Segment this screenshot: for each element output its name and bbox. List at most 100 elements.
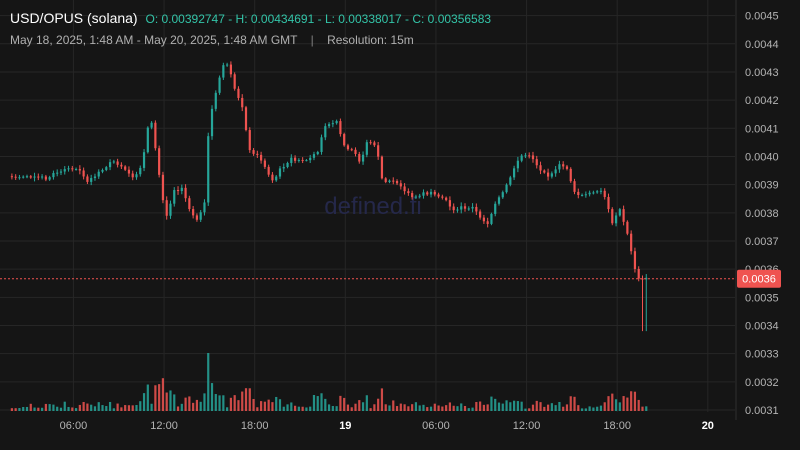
candle-body <box>513 168 516 178</box>
volume-bar <box>33 407 36 411</box>
candle-body <box>471 206 474 209</box>
volume-bar <box>93 406 97 411</box>
volume-bar <box>48 404 51 411</box>
volume-bar <box>207 353 210 411</box>
volume-bar <box>599 405 603 411</box>
volume-bar <box>486 404 489 411</box>
candle-body <box>226 64 229 66</box>
volume-bar <box>324 398 327 411</box>
candle-body <box>626 221 629 234</box>
y-tick-label: 0.0039 <box>745 180 779 192</box>
volume-bar <box>550 403 553 411</box>
volume-bar <box>316 396 319 411</box>
volume-bar <box>633 391 637 411</box>
candle-body <box>248 130 251 151</box>
volume-bar <box>56 406 59 411</box>
y-tick-label: 0.0042 <box>745 95 779 107</box>
candle-body <box>154 122 157 149</box>
volume-bar <box>384 404 387 411</box>
volume-bar <box>509 402 512 411</box>
candle-body <box>460 206 463 210</box>
volume-bar <box>120 407 123 411</box>
candle-body <box>22 176 25 178</box>
volume-bar <box>267 399 270 411</box>
volume-bar <box>596 406 599 411</box>
volume-bar <box>395 406 399 411</box>
y-tick-label: 0.0032 <box>745 377 779 389</box>
volume-bar <box>618 402 621 411</box>
volume-bar <box>116 403 119 411</box>
candle-body <box>565 166 569 169</box>
volume-bar <box>275 396 278 411</box>
volume-bar <box>580 408 584 411</box>
volume-bar <box>165 392 168 411</box>
candle-body <box>467 208 470 210</box>
candle-body <box>184 187 187 199</box>
candle-body <box>271 174 274 181</box>
candle-body <box>592 192 595 194</box>
candle-body <box>97 171 100 177</box>
candle-body <box>101 169 104 172</box>
candle-body <box>339 121 342 135</box>
date-range: May 18, 2025, 1:48 AM - May 20, 2025, 1:… <box>10 33 298 47</box>
grid-layer <box>0 0 735 412</box>
y-tick-label: 0.0037 <box>745 236 779 248</box>
volume-bar <box>331 405 334 411</box>
candle-body <box>25 176 29 178</box>
candle-body <box>90 178 93 182</box>
volume-bar <box>10 408 13 411</box>
volume-bar <box>524 408 527 411</box>
volume-bar <box>105 406 108 411</box>
candle-body <box>301 159 304 161</box>
candle-body <box>52 173 55 178</box>
volume-bar <box>301 406 304 411</box>
volume-bar <box>611 393 614 411</box>
volume-bar <box>146 384 149 411</box>
candle-body <box>56 172 59 174</box>
candle-body <box>377 145 380 157</box>
current-price-label: 0.0036 <box>742 274 776 286</box>
y-tick-label: 0.0035 <box>745 292 779 304</box>
candle-body <box>573 181 576 192</box>
volume-bar <box>150 403 153 411</box>
volume-bar <box>497 402 501 411</box>
candle-body <box>86 176 89 182</box>
candle-body <box>599 190 603 192</box>
volume-bar <box>203 393 206 411</box>
candle-body <box>252 150 255 154</box>
candle-body <box>479 211 482 218</box>
volume-bar <box>229 397 232 411</box>
candle-body <box>29 176 32 178</box>
volume-bar <box>626 397 629 411</box>
candle-body <box>263 160 266 167</box>
volume-bar <box>252 398 255 411</box>
candle-body <box>312 154 316 158</box>
candle-body <box>520 155 523 161</box>
volume-bar <box>531 404 535 411</box>
volume-bar <box>475 401 478 411</box>
volume-bar <box>577 405 580 411</box>
candle-body <box>146 127 149 153</box>
volume-bar <box>158 384 161 411</box>
volume-bar <box>429 406 433 411</box>
candle-body <box>482 217 485 222</box>
candle-body <box>71 168 74 170</box>
volume-bar <box>543 406 546 411</box>
candle-body <box>358 153 361 162</box>
volume-bar <box>271 402 274 411</box>
current-price-badge <box>737 269 781 288</box>
candle-body <box>422 192 425 196</box>
volume-bar <box>237 400 240 411</box>
candle-body <box>275 176 278 181</box>
volume-bar <box>297 406 300 411</box>
volume-bar <box>452 405 455 411</box>
candle-body <box>324 126 327 138</box>
volume-bar <box>173 394 176 411</box>
volume-bar <box>373 404 376 411</box>
volume-bar <box>74 408 78 411</box>
volume-bar <box>40 407 44 411</box>
candle-body <box>40 176 44 178</box>
candle-body <box>316 151 319 155</box>
